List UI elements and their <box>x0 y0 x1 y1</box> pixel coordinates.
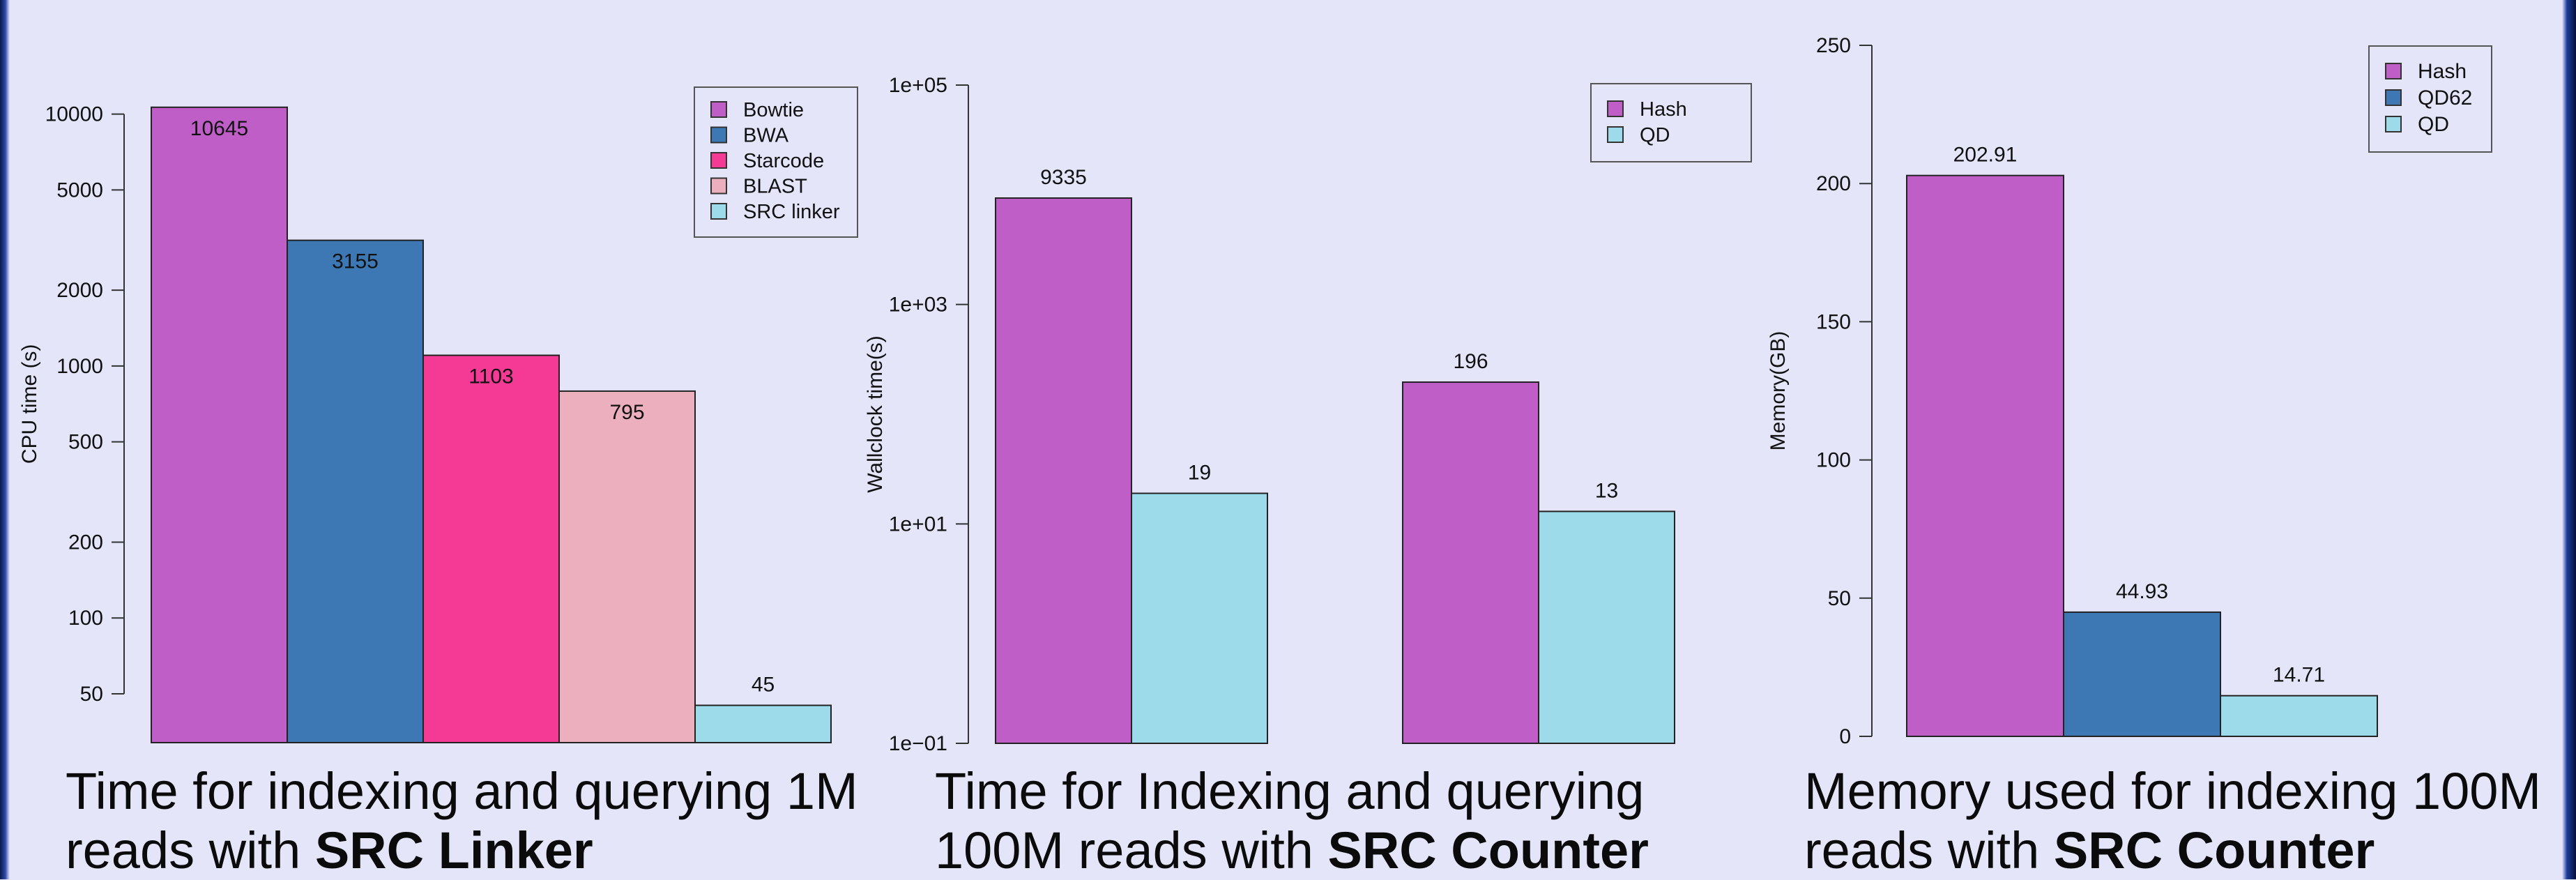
caption-text: Memory used for indexing 100M reads with <box>1804 762 2542 879</box>
legend-label: Starcode <box>743 150 824 172</box>
y-tick-label: 100 <box>68 607 103 630</box>
bar <box>1131 492 1268 744</box>
legend-label: BLAST <box>743 176 807 198</box>
bar <box>2220 695 2378 738</box>
bar-value-label: 44.93 <box>2116 580 2168 603</box>
bar <box>995 197 1132 744</box>
legend-swatch <box>710 152 727 169</box>
bar <box>694 704 832 743</box>
bar-value-label: 202.91 <box>1953 144 2018 167</box>
legend-swatch <box>710 203 727 220</box>
legend-swatch <box>710 126 727 144</box>
bar-value-label: 13 <box>1595 479 1618 502</box>
caption-bold: SRC Counter <box>1327 821 1649 879</box>
bar <box>1906 174 2064 738</box>
legend-swatch <box>2385 89 2402 106</box>
chart-src-linker-cpu-time: 50 100 200 500 1000 2000 5000 10000 CPU time (s)… <box>18 86 858 744</box>
y-tick-label: 2000 <box>56 279 103 302</box>
legend-swatch <box>710 177 727 195</box>
y-tick-label: 1e+05 <box>889 74 947 97</box>
legend-label: SRC linker <box>743 201 840 223</box>
y-tick-label: 200 <box>1816 172 1851 195</box>
chart-src-counter-wallclock-time: 1e−01 1e+01 1e+03 1e+05 Wallclock time(s) 933… <box>864 74 1752 755</box>
bar <box>558 390 696 743</box>
caption-src-counter-time: Time for Indexing and querying 100M read… <box>935 761 1723 880</box>
caption-text: Time for indexing and querying 1M reads … <box>66 762 858 879</box>
y-tick-label: 150 <box>1816 310 1851 333</box>
bar-value-label: 45 <box>752 674 775 697</box>
y-tick-label: 10000 <box>45 103 103 126</box>
left-edge-decoration <box>0 0 10 879</box>
bar-value-label: 3155 <box>332 250 379 273</box>
legend-box <box>694 86 858 238</box>
legend-swatch <box>2385 63 2402 79</box>
y-tick-label: 5000 <box>56 179 103 202</box>
bar <box>2063 611 2221 737</box>
bar-value-label: 1103 <box>468 365 514 388</box>
caption-src-linker: Time for indexing and querying 1M reads … <box>66 761 867 880</box>
bar <box>151 106 288 744</box>
legend-box <box>2368 45 2492 153</box>
legend-label: QD <box>1640 124 1670 146</box>
legend-label: QD <box>2418 113 2449 136</box>
y-tick-label: 200 <box>68 531 103 554</box>
bar-value-label: 795 <box>609 401 644 424</box>
legend-label: Hash <box>2418 60 2467 83</box>
bar-value-label: 14.71 <box>2273 664 2325 687</box>
bar <box>422 354 560 743</box>
bar <box>1538 510 1675 744</box>
y-tick-label: 250 <box>1816 34 1851 57</box>
y-tick-label: 500 <box>68 431 103 454</box>
legend-label: Hash <box>1640 98 1687 121</box>
legend-swatch <box>710 101 727 118</box>
y-axis-label: Wallclock time(s) <box>864 335 887 493</box>
legend-swatch <box>1607 100 1624 117</box>
y-tick-label: 0 <box>1839 725 1851 748</box>
y-tick-label: 1000 <box>56 355 103 378</box>
legend-swatch <box>1607 126 1624 143</box>
bar-value-label: 196 <box>1453 350 1488 373</box>
caption-text: Time for Indexing and querying 100M read… <box>935 762 1645 879</box>
bar-value-label: 9335 <box>1040 166 1087 189</box>
caption-bold: SRC Counter <box>2053 821 2375 879</box>
caption-bold: SRC Linker <box>314 821 593 879</box>
y-axis-label: CPU time (s) <box>18 344 41 464</box>
y-tick-label: 1e−01 <box>889 732 947 755</box>
bar-value-label: 19 <box>1188 461 1211 484</box>
legend-swatch <box>2385 116 2402 132</box>
y-tick-label: 100 <box>1816 449 1851 472</box>
legend-label: Bowtie <box>743 99 804 121</box>
right-edge-decoration <box>2562 0 2576 879</box>
bar <box>1402 381 1539 744</box>
chart-src-counter-memory: 0 50 100 150 200 250 Memory(GB) 202.91 44.93 14.7… <box>1767 34 2492 748</box>
bar-value-label: 10645 <box>190 117 248 140</box>
y-axis-label: Memory(GB) <box>1767 331 1790 451</box>
legend-label: BWA <box>743 125 789 147</box>
legend-box <box>1590 83 1752 162</box>
y-tick-label: 1e+03 <box>889 294 947 317</box>
y-tick-label: 50 <box>80 683 103 706</box>
bar <box>287 239 424 743</box>
legend-label: QD62 <box>2418 86 2472 109</box>
y-tick-label: 1e+01 <box>889 513 947 536</box>
caption-src-counter-memory: Memory used for indexing 100M reads with… <box>1804 761 2564 880</box>
y-tick-label: 50 <box>1828 587 1851 610</box>
